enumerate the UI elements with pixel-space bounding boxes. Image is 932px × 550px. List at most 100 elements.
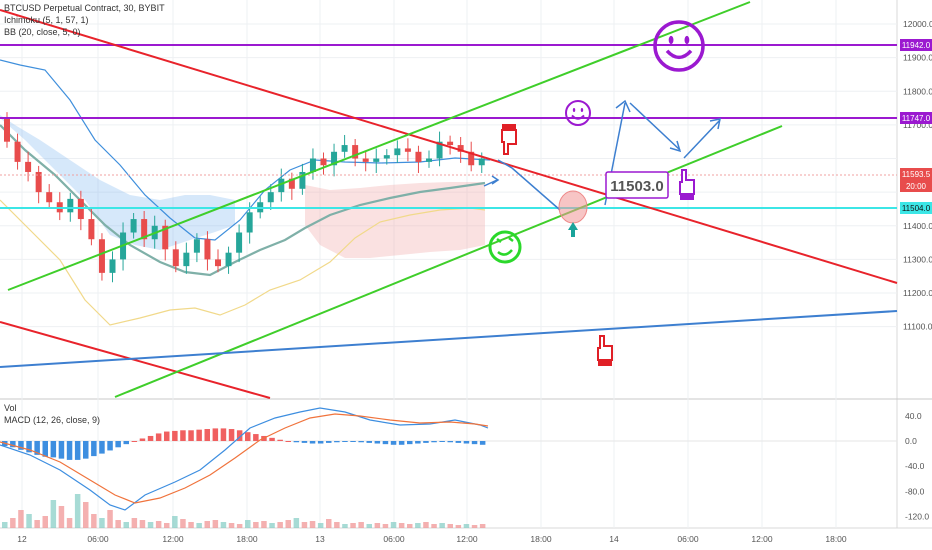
x-tick-label: 06:00 [87, 534, 109, 544]
candle-body [88, 219, 95, 240]
volume-bar [277, 522, 283, 528]
trend-drawings [0, 1, 898, 399]
pullback-highlight [558, 190, 588, 224]
macd-bar [123, 441, 129, 445]
smiley-green-eye [508, 237, 514, 242]
candle-body [14, 141, 21, 162]
macd-bar [172, 430, 178, 441]
macd-bar [317, 441, 324, 444]
macd-bar [253, 434, 259, 441]
x-tick-label: 18:00 [236, 534, 258, 544]
volume-bar [66, 518, 73, 528]
volume-bar [471, 525, 478, 528]
macd-bar [91, 441, 97, 457]
volume-bar [26, 514, 32, 528]
candle-body [383, 155, 390, 159]
candle-body [468, 151, 475, 166]
svg-text:11942.0: 11942.0 [902, 41, 931, 50]
candle-body [98, 239, 105, 273]
candle-body [183, 252, 190, 267]
candle-body [309, 158, 316, 172]
macd-tick-label: 40.0 [905, 411, 922, 421]
macd-line [0, 407, 489, 511]
candle-body [373, 158, 380, 162]
macd-bar [42, 441, 48, 457]
volume-bar [107, 510, 113, 528]
projection-arrowhead [615, 99, 631, 113]
macd-bar [147, 435, 154, 441]
macd-bar [139, 438, 146, 441]
smiley-small-icon [565, 100, 591, 126]
candle-body [4, 118, 10, 142]
volume-bar [99, 518, 105, 528]
macd-bar [423, 441, 429, 443]
cloud-red [305, 182, 485, 258]
badge-current-price: 11593.5 20:00 [900, 168, 932, 192]
volume-bar [374, 523, 381, 528]
projection-arrowhead [491, 175, 500, 185]
hand-pointer-top-icon [501, 124, 517, 155]
price-callout: 11503.0 [605, 171, 669, 199]
candle-body [320, 158, 327, 166]
macd-bar [350, 441, 356, 442]
macd-bar [180, 430, 186, 441]
buy-arrow-icon [568, 222, 578, 237]
macd-bar [131, 441, 138, 442]
volume-bar [188, 522, 194, 528]
macd-bar [447, 441, 453, 443]
candle-body [25, 161, 32, 172]
green-channel-upper [7, 1, 751, 291]
candle-body [288, 178, 295, 189]
macd-bar [309, 441, 316, 444]
volume-bar [204, 521, 210, 528]
candle-body [278, 178, 285, 193]
macd-bar [455, 441, 462, 443]
candle-body [341, 145, 348, 152]
macd-bar [99, 441, 105, 454]
y-tick-label: 11800.0 [903, 86, 932, 96]
macd-bar [334, 441, 340, 443]
macd-bar [277, 439, 283, 441]
macd-legend: MACD (12, 26, close, 9) [4, 415, 100, 425]
vol-legend: Vol [4, 403, 17, 413]
volume-bar [42, 516, 48, 528]
projection-arrowhead [709, 118, 721, 130]
macd-bar [10, 441, 16, 448]
candle-body [236, 232, 243, 253]
volume-bar [285, 520, 291, 528]
volume-bar [463, 524, 470, 528]
macd-bar [415, 441, 421, 444]
bb-upper [0, 59, 491, 241]
macd-bar [212, 428, 219, 441]
price-axis[interactable] [897, 0, 932, 550]
macd-bar [107, 441, 113, 451]
smiley-small-icon-eye [580, 107, 584, 113]
svg-text:11504.0: 11504.0 [902, 204, 931, 213]
volume-bar [407, 524, 413, 528]
macd-bar [439, 441, 445, 442]
x-tick-label: 12:00 [162, 534, 184, 544]
volume-bar [447, 524, 453, 528]
y-tick-label: 11100.0 [903, 322, 932, 332]
projection-arrowhead [669, 140, 682, 153]
macd-volume [0, 407, 897, 528]
y-tick-label: 11700.0 [903, 120, 932, 130]
axis-labels: 12 06:00 12:00 18:00 13 06:00 12:00 18:00 14 06:0… [17, 19, 932, 544]
candle-body [215, 259, 221, 267]
volume-bar [91, 514, 97, 528]
smiley-green-eye [496, 238, 502, 243]
ichimoku-cloud [0, 115, 485, 258]
volume-bar [253, 522, 259, 528]
candle-body [267, 192, 274, 203]
macd-bar [188, 430, 194, 441]
x-tick-label: 12:00 [456, 534, 478, 544]
smiley-green-icon [488, 230, 522, 264]
x-tick-label: 18:00 [530, 534, 552, 544]
svg-text:11503.0: 11503.0 [610, 178, 663, 195]
macd-bar [463, 441, 470, 444]
volume-bar [34, 520, 40, 528]
macd-bar [228, 429, 235, 441]
smiley-green-mouth [497, 249, 513, 256]
volume-bar [398, 523, 405, 528]
